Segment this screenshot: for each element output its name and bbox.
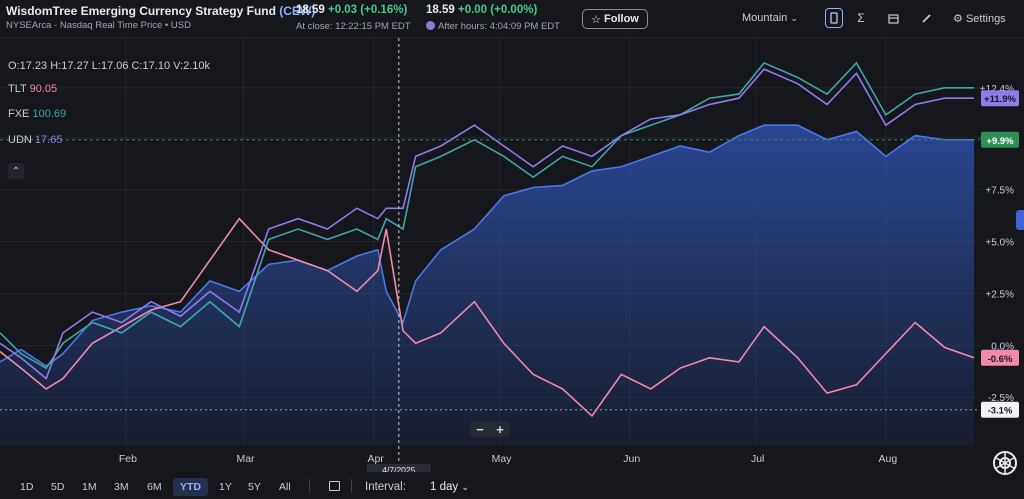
close-change-pct: (+0.16%) (360, 4, 408, 16)
exchange-line: NYSEArca - Nasdaq Real Time Price • USD (6, 20, 191, 31)
x-tick-label: Feb (119, 453, 137, 465)
x-tick-label: Mar (236, 453, 255, 465)
chart-area[interactable]: +12.4%+10.0%+7.5%+5.0%+2.5%0.0%-2.5%+11.… (0, 38, 1024, 472)
legend-name: FXE (8, 108, 30, 120)
y-tick-label: +12.4% (980, 84, 1014, 95)
moon-icon (426, 21, 435, 30)
range-6m[interactable]: 6M (147, 481, 162, 493)
legend-value: 100.69 (32, 108, 67, 120)
crosshair-date-label: 4/7/2025 (382, 465, 415, 472)
zoom-controls: − + (470, 421, 510, 437)
close-time: At close: 12:22:15 PM EDT (296, 21, 411, 32)
legend-item-udn[interactable]: UDN 17.65 (8, 134, 62, 146)
ticker-symbol: (CEW) (279, 4, 316, 18)
tlt-series-line (0, 217, 975, 418)
range-ytd[interactable]: YTD (173, 478, 208, 496)
chart-type-label: Mountain (742, 12, 788, 24)
close-price: 18.59 (296, 4, 325, 16)
settings-button[interactable]: ⚙ Settings (953, 12, 1006, 25)
collapse-legend-button[interactable]: ⌃ (8, 163, 24, 179)
mountain-chart[interactable]: +12.4%+10.0%+7.5%+5.0%+2.5%0.0%-2.5%+11.… (0, 38, 1024, 472)
end-value-label: +9.9% (986, 136, 1014, 147)
pencil-icon (921, 13, 931, 23)
date-range-calendar-icon[interactable] (329, 481, 340, 491)
x-tick-label: Aug (878, 453, 897, 465)
after-hours-quote: 18.59 +0.00 (+0.00%) (426, 4, 537, 16)
zoom-out-button[interactable]: − (476, 421, 484, 437)
sigma-icon-button[interactable]: Σ (852, 8, 870, 28)
fund-name: WisdomTree Emerging Currency Strategy Fu… (6, 4, 276, 18)
fxe-series-line (0, 61, 974, 370)
y-tick-label: +5.0% (985, 238, 1014, 249)
follow-label: Follow (604, 13, 639, 25)
fund-title: WisdomTree Emerging Currency Strategy Fu… (6, 4, 315, 18)
cew-mountain-line (0, 124, 974, 368)
end-value-badge (981, 131, 1019, 148)
legend-item-fxe[interactable]: FXE 100.69 (8, 108, 66, 120)
divider (351, 479, 352, 493)
range-5y[interactable]: 5Y (248, 481, 261, 493)
zoom-in-button[interactable]: + (496, 421, 504, 437)
y-tick-label: +7.5% (985, 186, 1014, 197)
calendar-icon (887, 13, 899, 24)
candle-icon (830, 12, 838, 24)
ah-change-pct: (+0.00%) (490, 4, 538, 16)
range-all[interactable]: All (279, 481, 291, 493)
after-hours-time-row: After hours: 4:04:09 PM EDT (426, 21, 560, 32)
ah-price: 18.59 (426, 4, 455, 16)
range-1d[interactable]: 1D (20, 481, 34, 493)
end-value-badge (981, 349, 1019, 366)
settings-label: Settings (965, 13, 1006, 25)
range-5d[interactable]: 5D (51, 481, 65, 493)
interval-label: Interval: (365, 481, 406, 493)
x-tick-label: Jun (623, 453, 640, 465)
chevron-up-icon: ⌃ (11, 165, 21, 177)
bottom-toolbar (0, 472, 1024, 499)
legend-value: 90.05 (29, 83, 58, 95)
end-value-badge (981, 401, 1019, 418)
end-value-label: -3.1% (988, 406, 1013, 417)
ah-time: After hours: 4:04:09 PM EDT (438, 21, 560, 32)
chart-header: WisdomTree Emerging Currency Strategy Fu… (0, 0, 1024, 38)
legend-name: UDN (8, 134, 32, 146)
cew-mountain-area (0, 125, 974, 445)
legend-item-tlt[interactable]: TLT 90.05 (8, 83, 57, 95)
follow-button[interactable]: ☆ Follow (582, 9, 648, 29)
chart-type-dropdown[interactable]: Mountain ⌄ (742, 12, 798, 24)
legend-name: TLT (8, 83, 27, 95)
legend-value: 17.65 (34, 134, 63, 146)
range-1m[interactable]: 1M (82, 481, 97, 493)
end-value-label: +11.9% (984, 94, 1017, 105)
y-tick-label: -2.5% (988, 393, 1014, 404)
udn-series-line (0, 68, 974, 380)
sigma-icon: Σ (857, 11, 865, 25)
ah-change: +0.00 (457, 4, 488, 16)
crosshair-date-box (366, 464, 431, 472)
side-panel-handle[interactable] (1016, 210, 1024, 230)
range-3m[interactable]: 3M (114, 481, 129, 493)
close-quote: 18.59 +0.03 (+0.16%) (296, 4, 407, 16)
interval-value: 1 day (430, 481, 459, 493)
x-tick-label: May (492, 453, 513, 465)
assistant-logo-icon[interactable] (990, 448, 1020, 478)
events-button[interactable] (884, 8, 902, 28)
draw-button[interactable] (917, 8, 935, 28)
x-tick-label: Jul (751, 453, 764, 465)
star-icon: ☆ (591, 13, 602, 26)
chevron-down-icon: ⌄ (790, 13, 798, 23)
end-value-badge (981, 90, 1019, 107)
end-value-label: -0.6% (988, 354, 1013, 365)
close-change: +0.03 (327, 4, 358, 16)
gear-icon: ⚙ (953, 13, 963, 25)
chevron-down-icon: ⌄ (461, 482, 469, 492)
interval-dropdown[interactable]: 1 day ⌄ (430, 481, 469, 493)
x-tick-label: Apr (367, 453, 384, 465)
indicator-toggle-button[interactable] (825, 8, 843, 28)
divider (309, 479, 310, 493)
ohlc-readout: O:17.23 H:17.27 L:17.06 C:17.10 V:2.10k (8, 60, 211, 72)
y-tick-label: +2.5% (985, 289, 1014, 300)
range-1y[interactable]: 1Y (219, 481, 232, 493)
y-tick-label: 0.0% (991, 341, 1014, 352)
